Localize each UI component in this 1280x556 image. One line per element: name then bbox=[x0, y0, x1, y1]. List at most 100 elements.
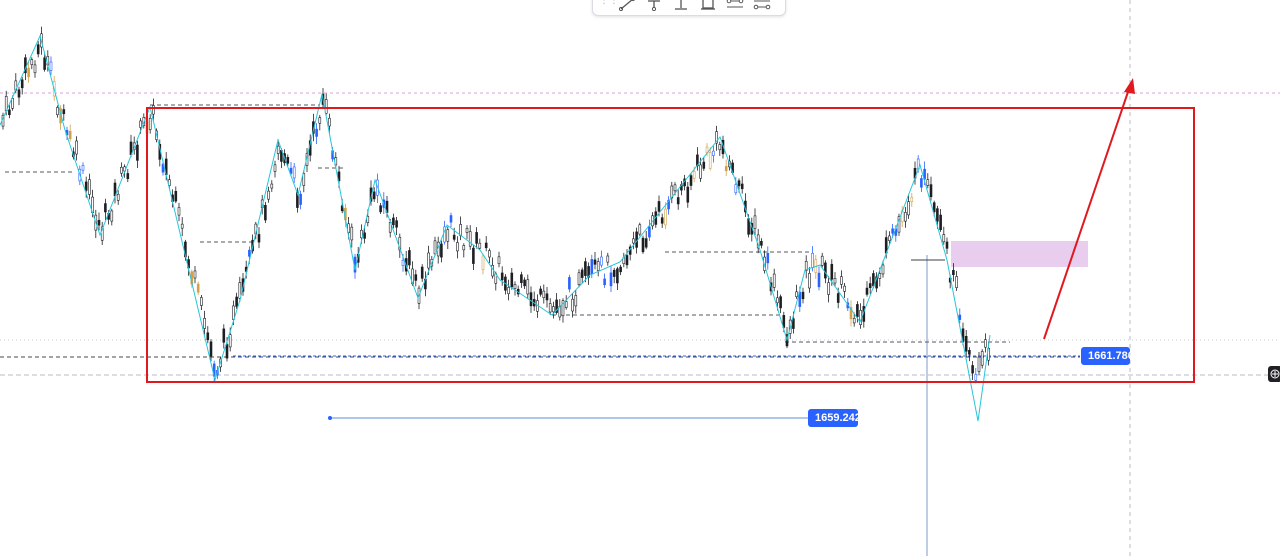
anchor-icon[interactable] bbox=[671, 0, 691, 14]
candle-body bbox=[414, 274, 418, 281]
candle-body bbox=[372, 191, 376, 200]
candle-body bbox=[472, 247, 475, 264]
candle-body bbox=[830, 263, 834, 280]
candle-body bbox=[267, 190, 270, 200]
range-icon[interactable] bbox=[725, 0, 745, 14]
candle-body bbox=[324, 99, 328, 114]
candle-body bbox=[910, 197, 914, 203]
candle-body bbox=[100, 226, 104, 241]
supply-zone[interactable] bbox=[951, 241, 1088, 267]
candle-body bbox=[820, 255, 824, 266]
candle-body bbox=[203, 317, 206, 329]
candle-body bbox=[225, 344, 229, 359]
candle-body bbox=[980, 351, 984, 366]
candle-body bbox=[648, 226, 651, 238]
candle-body bbox=[920, 178, 923, 188]
candle-body bbox=[11, 98, 14, 109]
candle-body bbox=[561, 300, 565, 317]
candle-body bbox=[337, 171, 341, 181]
candle-body bbox=[612, 269, 616, 277]
candle-body bbox=[929, 184, 933, 198]
candle-body bbox=[446, 229, 450, 242]
candle-body bbox=[555, 299, 558, 313]
candle-body bbox=[62, 109, 66, 115]
candle-body bbox=[452, 234, 456, 240]
candle-body bbox=[878, 273, 882, 279]
drag-handle-icon[interactable]: ⋮⋮ bbox=[599, 0, 619, 6]
candle-body bbox=[939, 214, 942, 230]
candle-body bbox=[401, 259, 405, 266]
candle-body bbox=[497, 256, 501, 265]
candle-body bbox=[180, 223, 184, 229]
candle-body bbox=[161, 163, 165, 173]
pin-icon[interactable] bbox=[644, 0, 664, 14]
range-box[interactable] bbox=[146, 107, 1195, 383]
candle-body bbox=[619, 266, 622, 273]
candle-body bbox=[740, 183, 744, 190]
candle-body bbox=[974, 374, 978, 381]
candle-body bbox=[209, 341, 213, 357]
candle-body bbox=[126, 173, 130, 180]
candle-body bbox=[868, 283, 872, 288]
candle-body bbox=[827, 282, 830, 295]
candle-body bbox=[852, 318, 856, 324]
candle-body bbox=[273, 164, 277, 172]
trend-line-icon[interactable] bbox=[617, 0, 637, 14]
candle-body bbox=[840, 276, 843, 285]
candle-body bbox=[257, 234, 261, 243]
candle-body bbox=[116, 193, 120, 201]
candle-body bbox=[392, 217, 395, 226]
candle-body bbox=[865, 287, 869, 295]
candle-body bbox=[36, 44, 40, 55]
candle-body bbox=[200, 297, 203, 306]
candle-body bbox=[139, 120, 142, 128]
candle-body bbox=[235, 296, 238, 307]
breakout-arrow[interactable] bbox=[1043, 85, 1131, 340]
candle-body bbox=[88, 179, 91, 195]
candle-body bbox=[500, 272, 504, 281]
candle-body bbox=[718, 144, 722, 151]
candles bbox=[1, 26, 990, 384]
candle-body bbox=[942, 234, 946, 243]
rectangle-icon[interactable] bbox=[698, 0, 718, 14]
candle-body bbox=[548, 303, 552, 313]
candle-body bbox=[520, 274, 523, 284]
candle-body bbox=[776, 297, 779, 304]
candle-body bbox=[606, 255, 610, 263]
candle-body bbox=[27, 67, 30, 78]
candle-body bbox=[484, 242, 488, 249]
price-label-lower[interactable]: 1659.242 bbox=[808, 409, 861, 427]
candle-body bbox=[56, 107, 59, 115]
candle-body bbox=[824, 262, 827, 279]
candle-body bbox=[328, 117, 331, 127]
candle-body bbox=[632, 238, 635, 244]
candle-body bbox=[456, 242, 459, 252]
candle-body bbox=[753, 215, 757, 229]
candle-body bbox=[715, 131, 718, 144]
candle-body bbox=[609, 272, 613, 287]
candle-body bbox=[360, 229, 363, 239]
crosshair-add-icon[interactable] bbox=[1268, 366, 1280, 382]
candle-body bbox=[801, 291, 805, 300]
candle-body bbox=[196, 283, 200, 293]
candle-body bbox=[222, 328, 226, 343]
candle-body bbox=[104, 203, 107, 213]
candle-body bbox=[616, 268, 619, 284]
candle-body bbox=[766, 253, 770, 264]
candle-body bbox=[395, 220, 398, 228]
candle-body bbox=[584, 261, 587, 276]
candle-body bbox=[97, 219, 101, 226]
candle-body bbox=[571, 298, 574, 312]
candle-body bbox=[638, 224, 642, 235]
candle-body bbox=[110, 210, 114, 222]
candle-body bbox=[955, 276, 958, 288]
measure-line-anchor[interactable] bbox=[328, 416, 332, 420]
candle-body bbox=[843, 285, 846, 292]
candle-body bbox=[459, 224, 462, 236]
candle-body bbox=[481, 255, 485, 270]
price-label-upper[interactable]: 1661.786 bbox=[1081, 347, 1134, 365]
candle-body bbox=[817, 272, 821, 288]
candle-body bbox=[907, 201, 910, 216]
measure-icon[interactable] bbox=[752, 0, 772, 14]
